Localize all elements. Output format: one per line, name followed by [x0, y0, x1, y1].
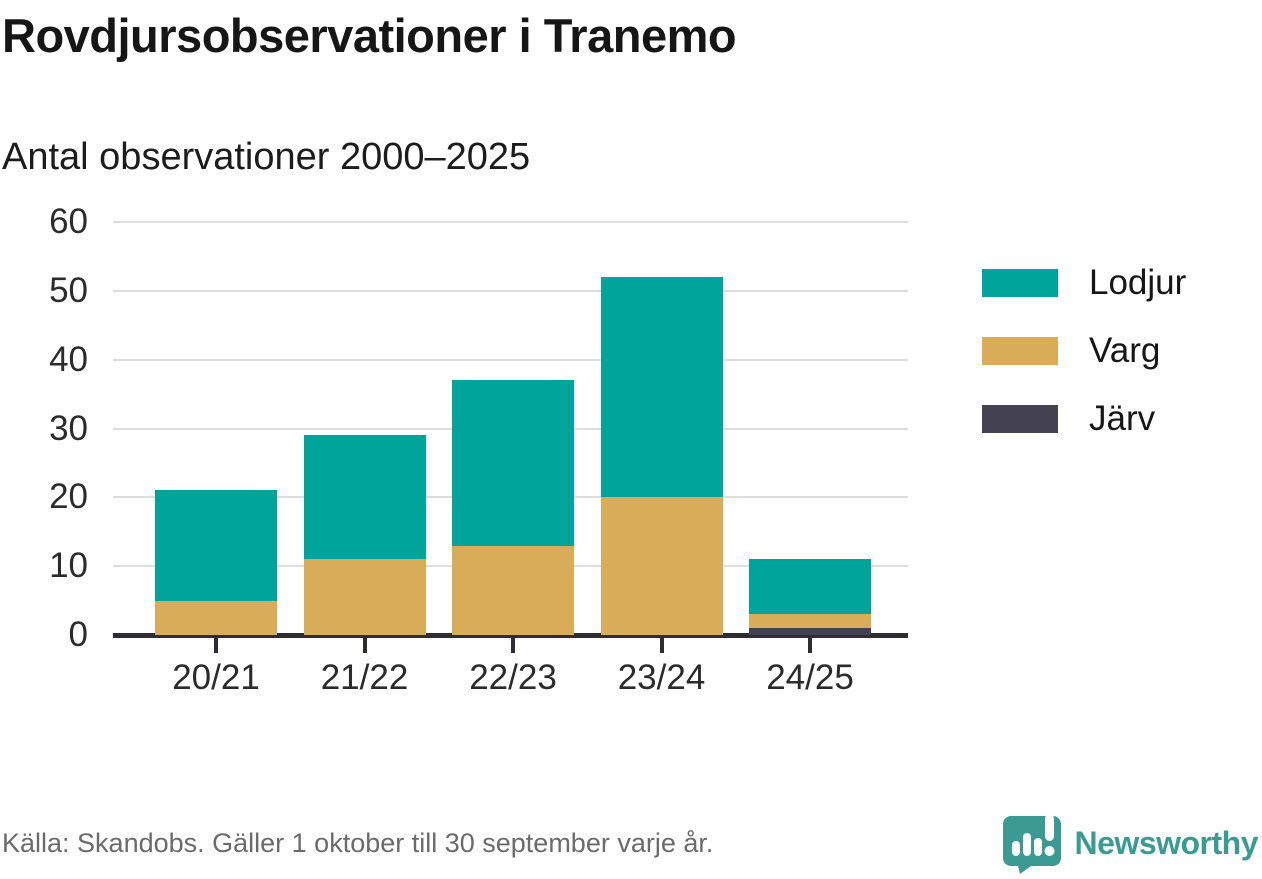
legend-label: Lodjur — [1089, 263, 1187, 302]
bar-segment-varg — [452, 545, 574, 635]
y-axis-tick-label: 10 — [49, 546, 88, 586]
footer: Källa: Skandobs. Gäller 1 oktober till 3… — [0, 812, 1262, 874]
bar-segment-lodjur — [303, 435, 426, 560]
legend-swatch — [982, 269, 1058, 297]
newsworthy-logo: Newsworthy — [1001, 812, 1262, 874]
y-axis-tick-label: 20 — [49, 477, 88, 517]
x-axis-category-label: 23/24 — [617, 658, 706, 697]
bar-segment-varg — [600, 497, 723, 635]
gridline — [113, 358, 908, 361]
y-axis-tick-label: 50 — [49, 270, 88, 310]
bar-segment-lodjur — [600, 277, 723, 498]
x-axis-category-label: 22/23 — [469, 658, 557, 697]
bar-segment-varg — [303, 559, 426, 635]
newsworthy-bar-chart-icon — [1002, 814, 1061, 874]
y-axis-tick-label: 0 — [68, 615, 88, 654]
source-note: Källa: Skandobs. Gäller 1 oktober till 3… — [2, 827, 714, 858]
legend-label: Järv — [1089, 399, 1156, 438]
y-axis-tick-label: 60 — [49, 202, 88, 241]
gridline — [113, 221, 908, 223]
chart-subtitle: Antal observationer 2000–2025 — [2, 136, 531, 178]
y-axis-tick-label: 40 — [49, 339, 88, 379]
x-axis-category-label: 21/22 — [320, 658, 409, 697]
bar-segment-varg — [155, 600, 277, 635]
bar-segment-lodjur — [749, 559, 871, 615]
chart-title: Rovdjursobservationer i Tranemo — [2, 9, 737, 62]
bar-segment-varg — [749, 614, 871, 629]
bar-segment-lodjur — [452, 380, 574, 546]
x-axis-category-label: 20/21 — [172, 658, 260, 697]
bar-segment-jrv — [749, 628, 871, 635]
x-axis-category-label: 24/25 — [766, 658, 854, 697]
x-axis-line — [113, 633, 908, 638]
bar-segment-lodjur — [155, 490, 277, 601]
newsworthy-wordmark: Newsworthy — [1074, 824, 1259, 861]
x-axis-tick — [659, 638, 664, 653]
legend-label: Varg — [1089, 331, 1161, 370]
y-axis-tick-label: 30 — [49, 408, 88, 448]
legend-item-lodjur: Lodjur — [982, 263, 1186, 303]
gridline — [113, 289, 908, 292]
x-axis-tick — [511, 638, 515, 653]
x-axis-tick — [362, 638, 367, 653]
x-axis-tick — [214, 638, 218, 653]
legend-swatch — [982, 405, 1058, 433]
legend: Lodjur Varg Järv — [982, 263, 1186, 439]
x-axis-tick — [808, 638, 812, 653]
legend-item-jrv: Järv — [982, 399, 1186, 439]
legend-item-varg: Varg — [982, 331, 1186, 371]
legend-swatch — [982, 337, 1058, 365]
